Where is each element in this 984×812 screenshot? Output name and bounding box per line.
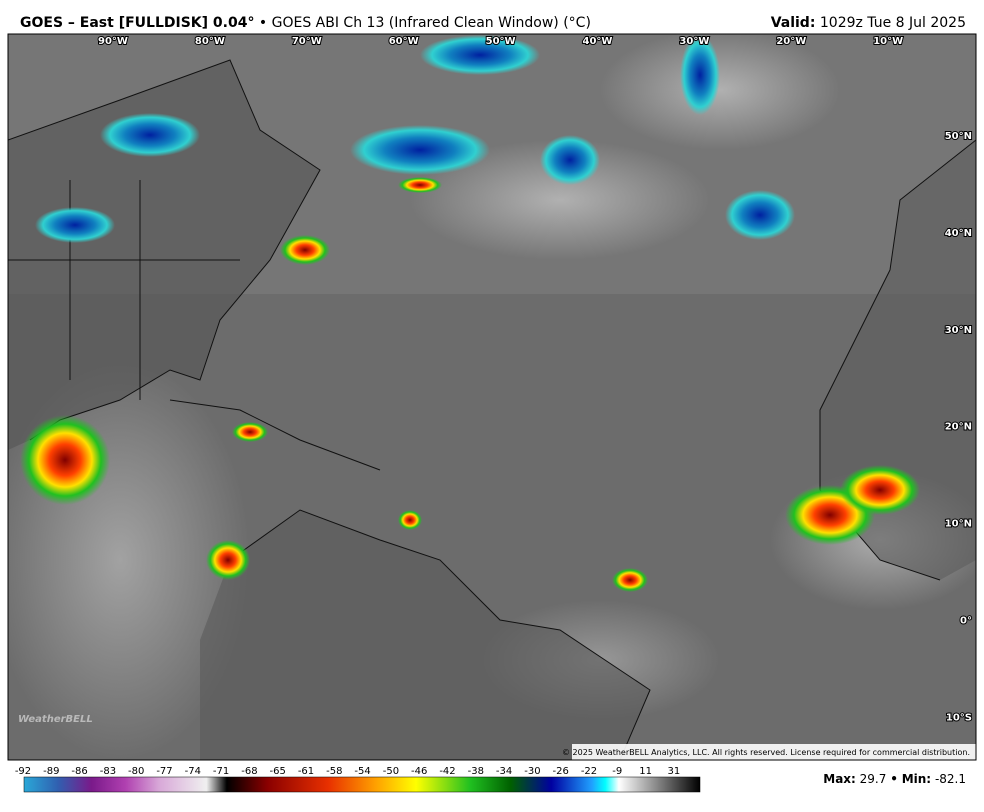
colorbar-tick-label: -26 [553,766,569,777]
latitude-label: 0° [960,616,972,627]
colorbar-tick-label: -65 [270,766,286,777]
header-valid: Valid: 1029z Tue 8 Jul 2025 [771,15,966,31]
colorbar-tick-label: -71 [213,766,229,777]
colorbar-tick-label: 11 [639,766,652,777]
longitude-label: 10°W [873,36,903,47]
colorbar-tick-label: -77 [156,766,172,777]
longitude-label: 70°W [292,36,322,47]
colorbar-tick-label: -61 [298,766,314,777]
latitude-label: 10°N [945,519,972,530]
longitude-label: 80°W [195,36,225,47]
latitude-label: 40°N [945,228,972,239]
colorbar-tick-label: -68 [241,766,257,777]
colorbar-tick-label: -9 [612,766,622,777]
latitude-label: 20°N [945,422,972,433]
colorbar-tick-label: -74 [185,766,201,777]
longitude-label: 50°W [486,36,516,47]
latitude-label: 30°N [945,325,972,336]
colorbar-tick-label: -42 [439,766,455,777]
colorbar-tick-label: -22 [581,766,597,777]
colorbar-tick-label: -34 [496,766,512,777]
colorbar-tick-label: -54 [354,766,370,777]
map-image: 90°W 80°W 70°W 60°W 50°W 40°W 30°W 20°W 10°W 50°… [8,34,976,760]
colorbar-tick-label: -83 [100,766,116,777]
colorbar-tick-label: -89 [43,766,59,777]
longitude-label: 30°W [679,36,709,47]
map-border [7,33,977,761]
latitude-label: 10°S [946,712,972,723]
colorbar-ticks: -92 -89 -86 -83 -80 -77 -74 -71 -68 -65 -61 -58 -54 -… [15,766,680,777]
latitude-label: 50°N [945,131,972,142]
colorbar-tick-label: 31 [668,766,681,777]
colorbar-tick-label: -92 [15,766,31,777]
colorbar-tick-label: -30 [524,766,540,777]
colorbar-tick-label: -38 [468,766,484,777]
header-title: GOES – East [FULLDISK] 0.04° • GOES ABI … [20,15,591,31]
logo: WeatherBELL [18,714,93,725]
colorbar [23,776,701,793]
latitude-labels: 50°N 40°N 30°N 20°N 10°N 0° 10°S [944,130,973,724]
longitude-label: 20°W [776,36,806,47]
copyright: © 2025 WeatherBELL Analytics, LLC. All r… [562,748,970,757]
colorbar-tick-label: -86 [71,766,87,777]
longitude-label: 60°W [389,36,419,47]
colorbar-tick-label: -58 [326,766,342,777]
footer-stats: Max: 29.7 • Min: -82.1 [823,772,966,786]
longitude-labels: 90°W 80°W 70°W 60°W 50°W 40°W 30°W 20°W 10°W [97,35,904,48]
colorbar-tick-label: -50 [383,766,399,777]
longitude-label: 40°W [583,36,613,47]
colorbar-tick-label: -46 [411,766,427,777]
longitude-label: 90°W [98,36,128,47]
colorbar-tick-label: -80 [128,766,144,777]
